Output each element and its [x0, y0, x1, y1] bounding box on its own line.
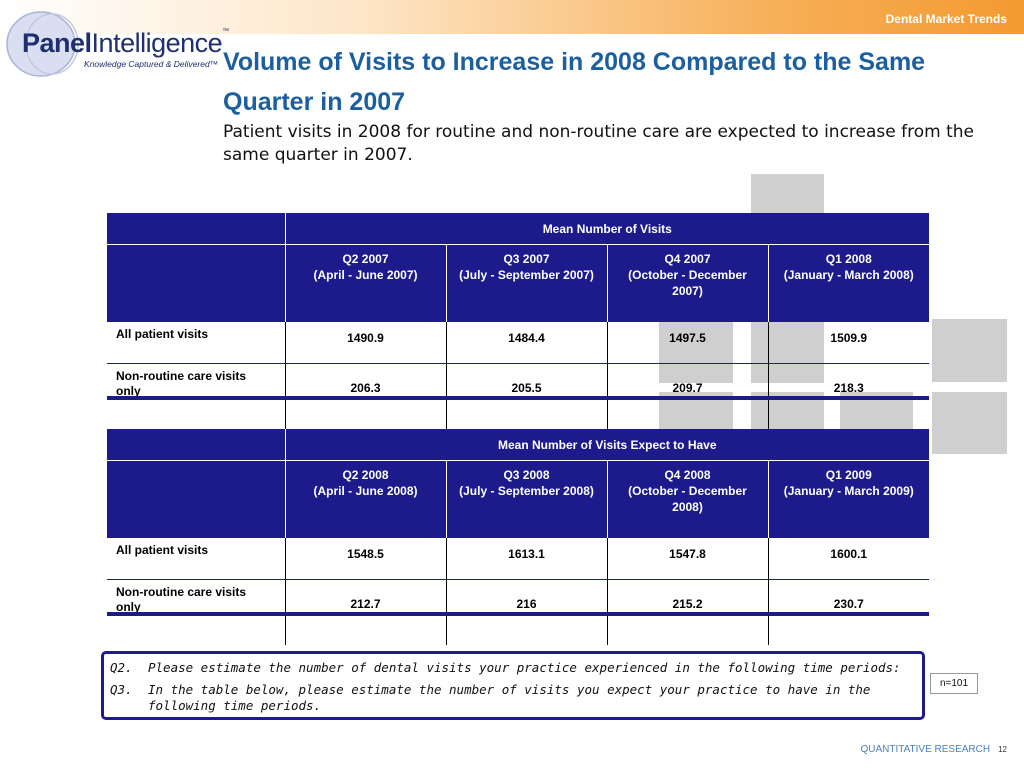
- table-corner-cell: [107, 429, 286, 461]
- table-group-header: Mean Number of Visits Expect to Have: [285, 429, 930, 461]
- decor-square: [932, 319, 1007, 382]
- logo-wordmark: PanelIntelligence™: [22, 28, 229, 58]
- column-header: Q1 2008 (January - March 2008): [768, 244, 930, 322]
- section-label: Dental Market Trends: [885, 12, 1007, 26]
- table-row: All patient visits 1490.9 1484.4 1497.5 …: [107, 322, 930, 364]
- question-box: Q2. Please estimate the number of dental…: [101, 651, 925, 720]
- question-text: Please estimate the number of dental vis…: [148, 660, 901, 675]
- slide-title: Volume of Visits to Increase in 2008 Com…: [223, 48, 926, 116]
- column-header: Q1 2009 (January - March 2009): [768, 460, 930, 538]
- column-header: Q4 2008 (October - December 2008): [607, 460, 769, 538]
- table-cell: 1613.1: [446, 538, 608, 580]
- table-bottom-rule: [107, 612, 929, 616]
- table-group-header: Mean Number of Visits: [285, 213, 930, 245]
- table-cell: 1548.5: [285, 538, 447, 580]
- logo-tagline: Knowledge Captured & Delivered™: [84, 59, 219, 69]
- table-corner-cell: [107, 244, 286, 322]
- question-number: Q2.: [110, 660, 133, 675]
- table-column-header-row: Q2 2008 (April - June 2008) Q3 2008 (July …: [107, 460, 930, 538]
- table-cell: 1600.1: [768, 538, 930, 580]
- table-column-header-row: Q2 2007 (April - June 2007) Q3 2007 (July …: [107, 244, 930, 322]
- top-banner: Dental Market Trends: [0, 0, 1024, 34]
- decor-square: [751, 174, 824, 214]
- table-cell: 1547.8: [607, 538, 769, 580]
- logo-swoosh-icon: [6, 11, 79, 77]
- row-label: All patient visits: [107, 538, 286, 580]
- footer-label: QUANTITATIVE RESEARCH: [860, 744, 991, 755]
- table-cell: 1484.4: [446, 322, 608, 364]
- column-header: Q2 2008 (April - June 2008): [285, 460, 447, 538]
- column-header: Q3 2007 (July - September 2007): [446, 244, 608, 322]
- table-cell: 1509.9: [768, 322, 930, 364]
- panel-intelligence-logo: PanelIntelligence™ Knowledge Captured & …: [4, 6, 229, 77]
- table-corner-cell: [107, 460, 286, 538]
- sample-size-badge: n=101: [930, 673, 978, 694]
- table-cell: 1497.5: [607, 322, 769, 364]
- table-bottom-rule: [107, 396, 929, 400]
- visits-table-2007: Mean Number of Visits Q2 2007 (April - Ju…: [107, 213, 930, 429]
- table-group-header-row: Mean Number of Visits: [107, 213, 930, 245]
- table-cell: 230.7: [833, 597, 864, 611]
- page-number: 12: [998, 745, 1007, 754]
- footer: QUANTITATIVE RESEARCH 12: [860, 744, 1007, 755]
- decor-square: [932, 392, 1007, 454]
- table-group-header-row: Mean Number of Visits Expect to Have: [107, 429, 930, 461]
- question-text: In the table below, please estimate the …: [148, 682, 871, 713]
- column-header: Q4 2007 (October - December 2007): [607, 244, 769, 322]
- column-header: Q2 2007 (April - June 2007): [285, 244, 447, 322]
- table-row: All patient visits 1548.5 1613.1 1547.8 …: [107, 538, 930, 580]
- question-number: Q3.: [110, 682, 133, 697]
- column-header: Q3 2008 (July - September 2008): [446, 460, 608, 538]
- row-label: All patient visits: [107, 322, 286, 364]
- table-cell: 218.3: [833, 381, 864, 395]
- table-corner-cell: [107, 213, 286, 245]
- slide-subtitle: Patient visits in 2008 for routine and n…: [223, 122, 975, 165]
- table-cell: 1490.9: [285, 322, 447, 364]
